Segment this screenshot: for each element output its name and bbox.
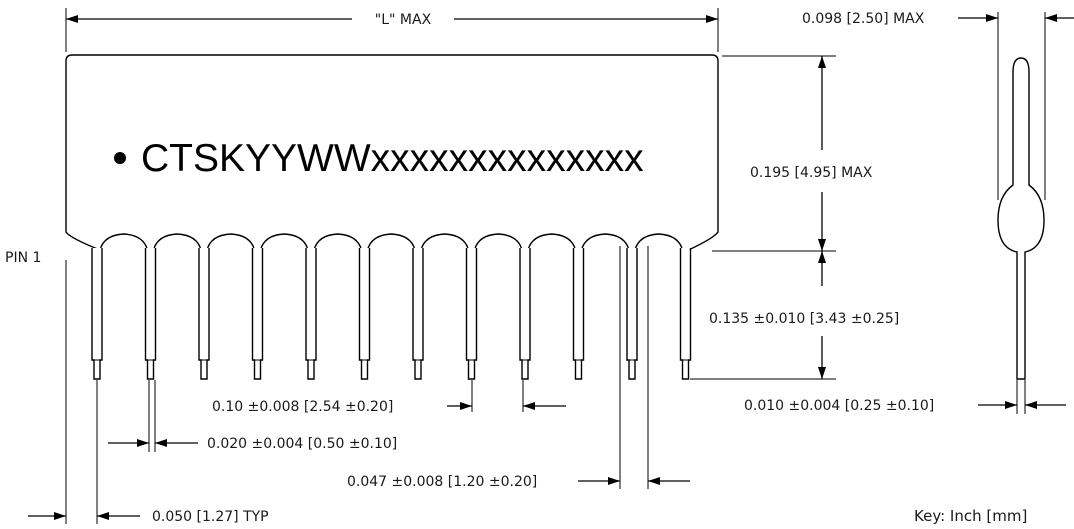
lead-width-label: 0.020 ±0.004 [0.50 ±0.10]: [207, 436, 397, 452]
lead: [305, 248, 317, 380]
height-label: 0.195 [4.95] MAX: [750, 165, 873, 181]
side-view: 0.098 [2.50] MAX 0.010 ±0.004 [0.25 ±0.1…: [744, 11, 1074, 414]
pin1-dot: [114, 152, 126, 164]
shoulder-width-dimension: 0.047 ±0.008 [1.20 ±0.20]: [347, 246, 690, 490]
pin1-label: PIN 1: [5, 250, 41, 266]
lead-length-label: 0.135 ±0.010 [3.43 ±0.25]: [709, 311, 899, 327]
pitch-dimension: 0.10 ±0.008 [2.54 ±0.20]: [212, 380, 566, 415]
length-dimension: "L" MAX: [66, 12, 718, 28]
lead-thickness-label: 0.010 ±0.004 [0.25 ±0.10]: [744, 398, 934, 414]
lead: [198, 248, 210, 380]
lead-length-dimension: 0.135 ±0.010 [3.43 ±0.25]: [709, 251, 899, 379]
lead: [412, 248, 424, 380]
lead-width-dimension: 0.020 ±0.004 [0.50 ±0.10]: [108, 380, 397, 452]
thickness-label: 0.098 [2.50] MAX: [802, 11, 925, 27]
lead: [358, 248, 371, 380]
lead: [144, 248, 157, 380]
lead: [572, 248, 585, 380]
lead: [679, 248, 692, 380]
pin1-offset-dimension: 0.050 [1.27] TYP: [28, 260, 269, 525]
height-dimension: 0.195 [4.95] MAX: [750, 56, 873, 251]
package-body: [65, 54, 719, 251]
lead: [465, 248, 478, 380]
leads: [91, 248, 692, 380]
pin1-offset-label: 0.050 [1.27] TYP: [152, 509, 269, 525]
lead: [626, 248, 638, 380]
pitch-label: 0.10 ±0.008 [2.54 ±0.20]: [212, 399, 393, 415]
lead: [91, 248, 103, 380]
lead: [519, 248, 531, 380]
length-label: "L" MAX: [375, 12, 432, 28]
shoulder-width-label: 0.047 ±0.008 [1.20 ±0.20]: [347, 474, 537, 490]
units-key: Key: Inch [mm]: [914, 507, 1027, 525]
side-profile: [997, 57, 1045, 380]
lead: [251, 248, 264, 380]
part-marking: CTSKYYWWxxxxxxxxxxxxxx: [141, 137, 644, 180]
